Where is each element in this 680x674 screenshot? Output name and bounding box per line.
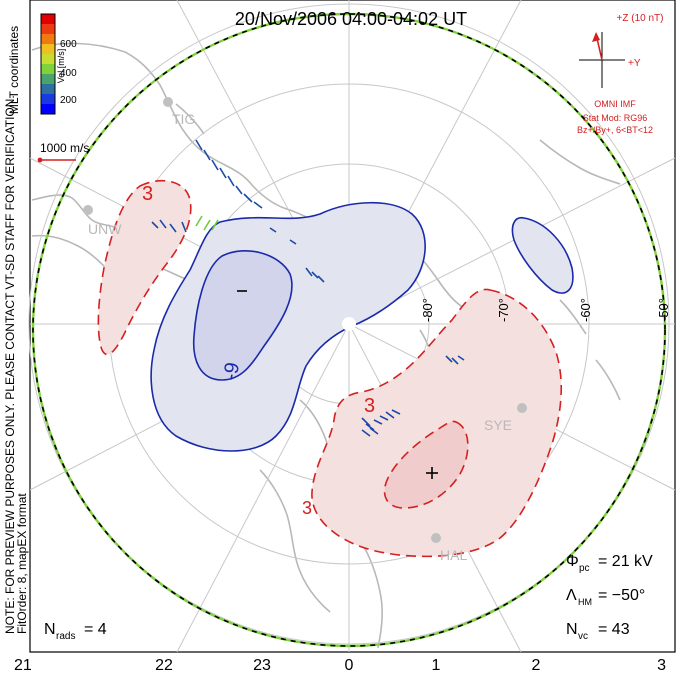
mlt-label-2: 2 xyxy=(532,657,541,674)
lat-label-50: -50° xyxy=(656,298,671,322)
mlt-label-1: 1 xyxy=(432,657,441,674)
imf-clock xyxy=(579,32,625,88)
stats-nrads: N rads = 4 xyxy=(44,621,107,642)
stats-nvc: N vc = 43 xyxy=(566,621,630,642)
lat-label-70: -70° xyxy=(496,298,511,322)
nrads-symbol: N xyxy=(44,621,56,638)
positive-potential-cell-dawn xyxy=(311,288,563,558)
contour-label-red-mid: 3 xyxy=(364,395,375,417)
positive-potential-inner xyxy=(383,420,469,509)
pole-marker xyxy=(342,317,356,331)
stats-phi-pc: Φ pc = 21 kV xyxy=(566,553,653,574)
lat-label-80: -80° xyxy=(420,298,435,322)
scale-bar-label: 1000 m/s xyxy=(40,141,89,155)
velocity-colorbar xyxy=(40,13,56,115)
mlt-label-21: 21 xyxy=(14,657,32,674)
nvc-symbol: N xyxy=(566,621,578,638)
imf-bin: Bz+/By+, 6<BT<12 xyxy=(577,125,653,135)
velocity-vectors xyxy=(151,139,465,437)
coordinate-system-label: MLT coordinates xyxy=(7,26,21,114)
hm-boundary-black xyxy=(32,13,666,647)
contour-label-red-top: 3 xyxy=(142,183,153,205)
radar-marker-unw xyxy=(83,205,93,215)
fit-order-note: FitOrder: 8, mapEX format xyxy=(15,493,29,634)
phi-pc-value: = 21 kV xyxy=(598,553,653,570)
scale-bar xyxy=(37,157,76,163)
map-title: 20/Nov/2006 04:00-04:02 UT xyxy=(235,9,467,29)
lambda-value: = −50° xyxy=(598,587,645,604)
phi-pc-sub: pc xyxy=(579,563,590,574)
extrema-markers xyxy=(237,290,438,479)
radar-marker-tig xyxy=(163,97,173,107)
nvc-value: = 43 xyxy=(598,621,630,638)
imf-y-label: +Y xyxy=(628,58,641,69)
station-label-hal: HAL xyxy=(440,547,467,563)
mlt-label-0: 0 xyxy=(345,657,354,674)
radar-marker-hal xyxy=(431,533,441,543)
mlt-label-3: 3 xyxy=(657,657,666,674)
station-label-unw: UNW xyxy=(88,221,122,237)
preview-note: NOTE: FOR PREVIEW PURPOSES ONLY. PLEASE … xyxy=(3,95,17,634)
colorbar-tick-200: 200 xyxy=(60,95,77,106)
negative-potential-inner xyxy=(192,250,293,381)
imf-z-label: +Z (10 nT) xyxy=(617,13,664,24)
imf-model: Stat Mod: RG96 xyxy=(583,113,648,123)
stats-lambda-hm: Λ HM = −50° xyxy=(566,587,645,607)
lambda-sub: HM xyxy=(578,597,592,607)
colorbar-label: Vel [m/s] xyxy=(56,49,66,84)
velocity-vectors-green xyxy=(195,215,219,231)
radar-sites xyxy=(83,97,527,543)
station-label-sye: SYE xyxy=(484,417,512,433)
station-label-tig: TIG xyxy=(172,111,195,127)
positive-potential-cell-dusk xyxy=(97,179,192,356)
mlt-label-22: 22 xyxy=(155,657,173,674)
lat-label-60: -60° xyxy=(578,298,593,322)
contour-label-blue: -9 xyxy=(219,361,244,382)
colorbar-tick-400: 400 xyxy=(60,68,77,79)
nvc-sub: vc xyxy=(578,631,588,642)
colorbar-tick-600: 600 xyxy=(60,39,77,50)
imf-source: OMNI IMF xyxy=(594,99,636,109)
mlt-label-23: 23 xyxy=(253,657,271,674)
negative-potential-patch xyxy=(511,216,574,294)
nrads-sub: rads xyxy=(56,631,75,642)
nrads-value: = 4 xyxy=(84,621,107,638)
phi-pc-symbol: Φ xyxy=(566,553,579,570)
radar-marker-sye xyxy=(517,403,527,413)
contour-label-red-bot: 3 xyxy=(302,498,312,518)
lambda-symbol: Λ xyxy=(566,587,577,604)
